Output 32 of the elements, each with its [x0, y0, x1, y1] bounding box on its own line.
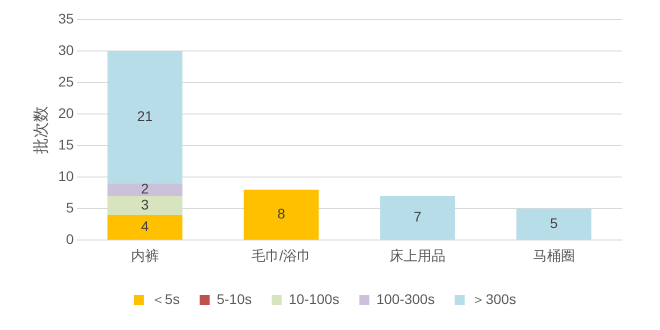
x-tick-label: 马桶圈	[532, 247, 575, 264]
data-label: 7	[414, 208, 422, 225]
bar	[380, 196, 456, 240]
legend-label: ＞300s	[472, 290, 516, 307]
y-tick-label: 20	[58, 104, 74, 121]
legend-label: 5-10s	[216, 290, 252, 307]
data-label: 8	[277, 206, 286, 222]
bar	[107, 214, 182, 240]
bar	[107, 196, 182, 215]
bar	[244, 190, 319, 240]
bar	[107, 50, 182, 184]
legend-label: ＜5s	[150, 290, 180, 307]
data-label: 21	[137, 108, 153, 124]
data-label: 5	[550, 215, 558, 232]
y-tick-label: 25	[58, 73, 74, 90]
bar	[516, 208, 592, 240]
y-tick-label: 0	[66, 231, 74, 248]
y-tick-label: 35	[58, 10, 74, 26]
y-tick-label: 30	[58, 42, 74, 58]
legend-label: 100-300s	[376, 290, 435, 307]
bar	[107, 183, 182, 196]
x-tick-label: 毛巾/浴巾	[251, 247, 312, 264]
legend-label: 10-100s	[288, 290, 340, 307]
y-tick-label: 10	[58, 168, 74, 184]
data-label: 2	[141, 180, 150, 197]
y-tick-label: 5	[66, 200, 74, 216]
y-axis-title: 批次数	[33, 106, 50, 154]
x-tick-label: 床上用品	[390, 247, 446, 264]
data-label: 4	[141, 218, 150, 234]
x-tick-label: 内裤	[130, 247, 159, 264]
data-label: 3	[141, 196, 150, 212]
y-tick-label: 15	[58, 136, 74, 152]
